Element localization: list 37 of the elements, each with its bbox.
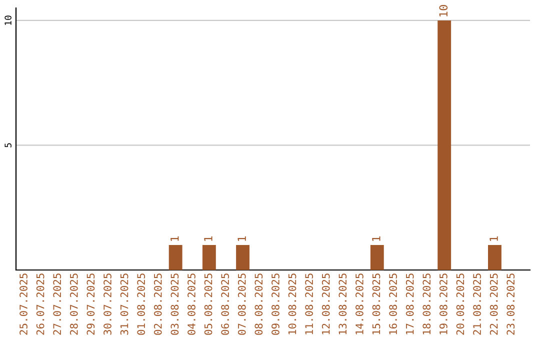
x-tick-label: 13.08.2025 [338, 274, 347, 334]
x-tick-label: 11.08.2025 [305, 274, 314, 334]
x-tick-label: 15.08.2025 [372, 274, 380, 334]
data-label: 1 [238, 236, 246, 241]
x-tick-label: 27.07.2025 [53, 274, 62, 335]
x-tick-label: 16.08.2025 [389, 274, 397, 334]
x-tick-label: 22.08.2025 [490, 274, 498, 335]
x-tick-label: 14.08.2025 [356, 274, 364, 334]
x-tick-label: 08.08.2025 [254, 274, 263, 335]
x-tick-label: 29.07.2025 [86, 274, 95, 335]
x-tick-label: 18.08.2025 [422, 274, 431, 334]
x-tick-label: 09.08.2025 [272, 274, 280, 335]
data-label: 1 [170, 236, 179, 241]
data-label: 10 [439, 5, 448, 16]
x-tick-label: 30.07.2025 [104, 274, 112, 335]
x-tick-label: 07.08.2025 [238, 274, 246, 335]
x-tick-label: 28.07.2025 [70, 274, 78, 335]
x-tick-label: 26.07.2025 [36, 274, 44, 335]
x-tick-label: 05.08.2025 [204, 274, 212, 335]
x-tick-label: 10.08.2025 [288, 274, 296, 334]
x-tick-label: 04.08.2025 [188, 274, 196, 335]
y-tick-label: 5 [4, 143, 12, 148]
x-tick-label: 19.08.2025 [440, 274, 448, 334]
x-tick-label: 20.08.2025 [456, 274, 464, 335]
data-label: 1 [204, 236, 212, 241]
x-tick-label: 23.08.2025 [506, 274, 515, 335]
x-tick-label: 17.08.2025 [406, 274, 414, 334]
data-label: 1 [490, 236, 498, 241]
x-tick-label: 31.07.2025 [120, 274, 128, 335]
x-tick-label: 03.08.2025 [170, 274, 179, 335]
x-tick-label: 25.07.2025 [20, 274, 28, 335]
data-label: 1 [372, 236, 380, 241]
x-tick-label: 02.08.2025 [154, 274, 162, 335]
x-tick-label: 01.08.2025 [137, 274, 146, 335]
x-tick-label: 21.08.2025 [473, 274, 481, 335]
x-tick-label: 06.08.2025 [221, 274, 230, 335]
x-tick-label: 12.08.2025 [322, 274, 330, 334]
